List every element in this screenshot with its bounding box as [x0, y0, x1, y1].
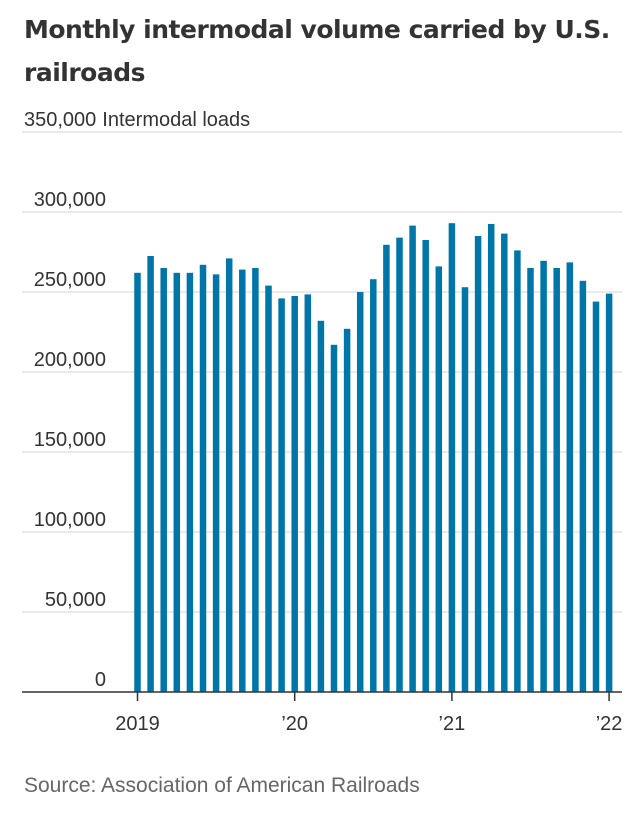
bar [501, 233, 508, 692]
bar [225, 258, 233, 692]
bar [291, 296, 298, 692]
y-tick-label: 50,000 [45, 589, 106, 611]
x-tick-label: ’22 [596, 713, 623, 735]
bar [383, 244, 390, 693]
y-tick-label: 200,000 [34, 349, 106, 371]
bar [553, 268, 560, 692]
bar [435, 266, 443, 692]
bar [304, 294, 312, 692]
bar [396, 237, 403, 692]
x-tick-label: 2019 [115, 713, 160, 735]
bar [252, 268, 259, 692]
bar [448, 223, 456, 692]
bar [317, 320, 325, 692]
bar [343, 328, 351, 692]
y-axis-labels: 0 50,000 100,000 150,000 200,000 250,000 300,0… [24, 109, 106, 691]
bar [370, 279, 377, 692]
y-tick-label: 0 [95, 669, 106, 691]
bar [186, 272, 194, 692]
bar [566, 262, 574, 692]
bar [579, 280, 587, 692]
bar [605, 293, 613, 692]
bar [461, 287, 469, 692]
bars [134, 223, 613, 693]
x-tick-label: ’20 [281, 713, 308, 735]
bar [592, 301, 600, 692]
bar [527, 268, 534, 692]
bar [147, 256, 154, 692]
y-tick-label: 150,000 [34, 429, 106, 451]
y-tick-label: 100,000 [34, 509, 106, 531]
y-tick-label: 250,000 [34, 269, 106, 291]
bar [422, 240, 429, 692]
source-note: Source: Association of American Railroad… [24, 774, 420, 797]
bar [330, 344, 338, 692]
bar [199, 264, 207, 692]
x-axis-labels: 2019 ’20 ’21 ’22 [115, 692, 622, 735]
chart-title: Monthly intermodal volume carried by U.S… [24, 15, 610, 87]
bar [278, 298, 285, 692]
bar [514, 250, 521, 692]
bar [160, 268, 167, 692]
bar-chart: 0 50,000 100,000 150,000 200,000 250,000 300,0… [22, 109, 622, 735]
bar [212, 274, 220, 692]
bar [474, 236, 482, 692]
y-tick-label: 300,000 [34, 189, 106, 211]
bar [487, 224, 495, 692]
bar [173, 272, 181, 692]
y-axis-unit-label: Intermodal loads [102, 109, 250, 131]
bar [356, 292, 364, 692]
bar [239, 269, 246, 692]
x-tick-label: ’21 [439, 713, 466, 735]
bar [134, 272, 141, 692]
bar [409, 225, 416, 692]
bar [265, 285, 272, 692]
bar [540, 260, 547, 692]
y-tick-label: 350,000 [24, 109, 96, 131]
